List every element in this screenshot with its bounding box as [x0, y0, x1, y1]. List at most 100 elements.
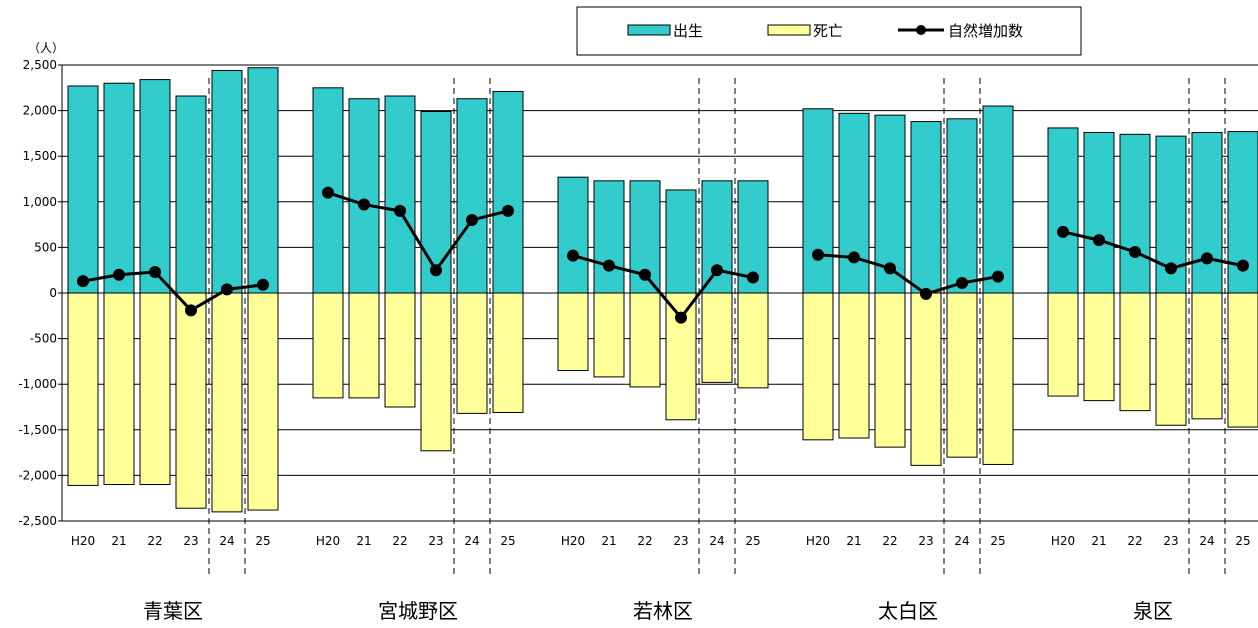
deaths-bar [211, 292, 243, 513]
x-tick-label: 22 [392, 534, 407, 548]
x-tick-label: H20 [316, 534, 340, 548]
y-tick-label: -2,500 [18, 514, 57, 528]
births-bar [384, 95, 416, 294]
legend-natural-label: 自然増加数 [948, 22, 1023, 40]
births-bar [557, 176, 589, 294]
natural-increase-point [920, 287, 932, 300]
natural-increase-point [394, 204, 406, 217]
y-tick-label: -2,000 [18, 468, 57, 482]
y-tick-label: 2,500 [23, 58, 57, 72]
deaths-bar [1119, 292, 1151, 412]
x-tick-label: 23 [918, 534, 933, 548]
natural-increase-point [992, 270, 1004, 283]
births-bar [1083, 131, 1115, 294]
natural-increase-point [221, 283, 233, 296]
deaths-bar [874, 292, 906, 448]
natural-increase-point [1201, 252, 1213, 265]
x-tick-label: 24 [464, 534, 479, 548]
x-tick-label: 24 [1199, 534, 1214, 548]
births-bar [492, 90, 524, 294]
natural-increase-point [812, 248, 824, 261]
x-tick-label: H20 [806, 534, 830, 548]
deaths-bar [175, 292, 207, 509]
legend-deaths-swatch [767, 24, 811, 36]
x-tick-label: 24 [709, 534, 724, 548]
deaths-bar [1227, 292, 1258, 428]
y-tick-label: 1,500 [23, 149, 57, 163]
births-bar [593, 180, 625, 294]
deaths-bar [348, 292, 380, 399]
deaths-bar [139, 292, 171, 486]
district-label: 青葉区 [143, 599, 203, 623]
deaths-bar [557, 292, 589, 372]
natural-increase-point [466, 214, 478, 227]
x-tick-label: 25 [1235, 534, 1250, 548]
x-tick-label: 21 [601, 534, 616, 548]
natural-increase-point [1237, 259, 1249, 272]
natural-increase-point [149, 266, 161, 279]
district-label: 若林区 [633, 599, 693, 623]
x-tick-label: 22 [637, 534, 652, 548]
natural-increase-point [1057, 225, 1069, 238]
x-tick-label: 23 [1163, 534, 1178, 548]
district-label: 宮城野区 [378, 599, 458, 623]
y-tick-label: 1,000 [23, 195, 57, 209]
natural-increase-point [848, 251, 860, 264]
y-tick-label: -1,000 [18, 377, 57, 391]
legend-deaths-label: 死亡 [813, 22, 843, 40]
x-tick-label: 21 [111, 534, 126, 548]
deaths-bar [701, 292, 733, 383]
natural-increase-line [82, 270, 264, 313]
x-tick-label: 25 [745, 534, 760, 548]
births-bar [838, 112, 870, 294]
deaths-bar [910, 292, 942, 466]
x-tick-label: 23 [183, 534, 198, 548]
natural-increase-lines [77, 186, 1249, 324]
births-bar [665, 189, 697, 294]
births-bar [1047, 127, 1079, 294]
x-tick-label: H20 [71, 534, 95, 548]
deaths-bar [946, 292, 978, 458]
deaths-bar [802, 292, 834, 441]
births-bar [982, 105, 1014, 294]
y-tick-label: -1,500 [18, 423, 57, 437]
natural-increase-point [77, 275, 89, 288]
x-tick-label: 21 [356, 534, 371, 548]
natural-increase-point [1093, 234, 1105, 247]
deaths-bar [384, 292, 416, 408]
births-bar [348, 98, 380, 294]
legend-natural-marker [916, 25, 926, 35]
deaths-bar [593, 292, 625, 378]
natural-increase-point [185, 304, 197, 317]
x-tick-label: H20 [561, 534, 585, 548]
natural-increase-point [567, 249, 579, 262]
deaths-bar [838, 292, 870, 439]
y-tick-label: 2,000 [23, 104, 57, 118]
natural-increase-point [675, 311, 687, 324]
y-axis-unit-label: （人） [28, 41, 64, 55]
births-bar [211, 69, 243, 294]
deaths-bar [456, 292, 488, 414]
births-bar [1119, 133, 1151, 294]
natural-increase-point [322, 186, 334, 199]
deaths-bar [103, 292, 135, 486]
births-bar [247, 67, 279, 294]
x-tick-label: 22 [1127, 534, 1142, 548]
deaths-bar [420, 292, 452, 452]
x-tick-label: 23 [673, 534, 688, 548]
district-label: 泉区 [1133, 599, 1173, 623]
natural-increase-point [1129, 245, 1141, 258]
deaths-bar [247, 292, 279, 511]
births-bar [1191, 131, 1223, 294]
x-tick-label: 21 [846, 534, 861, 548]
bars [67, 67, 1258, 513]
natural-increase-line [327, 191, 509, 273]
deaths-bar [629, 292, 661, 388]
legend-births-label: 出生 [673, 22, 703, 40]
natural-increase-point [639, 268, 651, 281]
births-bar [456, 98, 488, 294]
natural-increase-point [711, 264, 723, 277]
natural-increase-line [572, 254, 754, 321]
x-tick-label: H20 [1051, 534, 1075, 548]
x-tick-label: 24 [954, 534, 969, 548]
